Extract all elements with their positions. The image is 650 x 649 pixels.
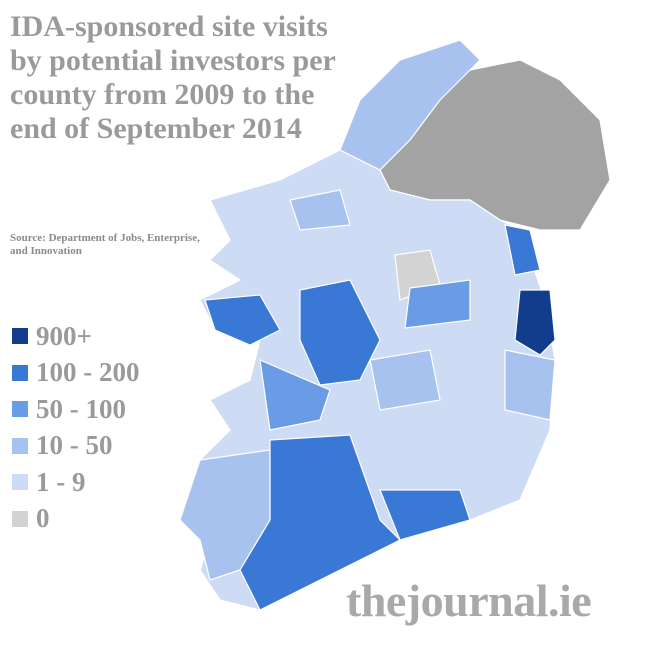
county-mayo	[204, 294, 281, 346]
legend-swatch	[12, 437, 28, 454]
legend-label: 100 - 200	[36, 357, 140, 388]
legend-item: 900+	[12, 318, 140, 355]
legend-item: 50 - 100	[12, 391, 140, 428]
legend-label: 900+	[36, 320, 92, 351]
legend-item: 100 - 200	[12, 355, 140, 392]
county-galway	[299, 279, 381, 386]
legend-swatch	[12, 364, 28, 381]
title: IDA-sponsored site visits by potential i…	[10, 10, 336, 145]
county-clare	[259, 359, 331, 431]
county-louth	[504, 224, 541, 276]
legend-label: 0	[36, 503, 50, 534]
logo: thejournal.ie	[346, 575, 592, 626]
county-westmeath	[404, 279, 471, 329]
legend-item: 1 - 9	[12, 464, 140, 501]
legend-swatch	[12, 328, 28, 345]
county-cork	[239, 434, 402, 611]
legend-item: 0	[12, 501, 140, 538]
county-wicklow	[504, 349, 556, 421]
legend-label: 50 - 100	[36, 393, 126, 424]
county-donegal	[339, 39, 481, 171]
legend-item: 10 - 50	[12, 428, 140, 465]
county-sligo	[289, 189, 351, 231]
legend-swatch	[12, 401, 28, 418]
legend-swatch	[12, 474, 28, 491]
legend-label: 1 - 9	[36, 466, 86, 497]
county-offaly	[369, 349, 441, 411]
source: Source: Department of Jobs, Enterprise, …	[10, 232, 200, 257]
legend: 900+ 100 - 200 50 - 100 10 - 50 1 - 9 0	[12, 318, 140, 537]
legend-label: 10 - 50	[36, 430, 113, 461]
legend-swatch	[12, 510, 28, 527]
county-dublin	[514, 289, 556, 356]
county-waterford	[379, 489, 471, 541]
